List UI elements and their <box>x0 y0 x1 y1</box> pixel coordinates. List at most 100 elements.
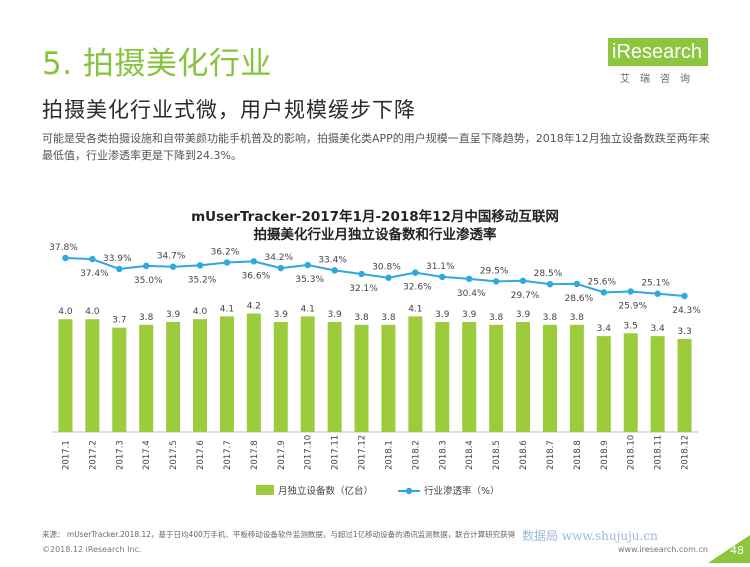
bar-label-2017.2: 4.0 <box>85 307 100 317</box>
line-point-2017.1 <box>62 254 69 262</box>
bar-2018.1 <box>381 324 396 432</box>
bar-label-2018.6: 3.9 <box>516 310 531 320</box>
page-subtitle: 拍摄美化行业式微，用户规模缓步下降 <box>42 98 416 122</box>
x-tick-2017.5: 2017.5 <box>169 440 179 470</box>
bar-label-2017.8: 4.2 <box>247 302 261 312</box>
bar-2018.9 <box>596 336 611 432</box>
line-label-2017.1: 37.8% <box>49 243 78 253</box>
x-tick-2018.12: 2018.12 <box>681 435 691 470</box>
line-point-2017.4 <box>143 262 150 270</box>
line-point-2017.2 <box>89 255 96 263</box>
bar-2018.7 <box>542 324 557 432</box>
x-tick-2017.10: 2017.10 <box>304 435 314 470</box>
line-point-2017.12 <box>358 270 365 278</box>
bar-2018.11 <box>650 336 665 432</box>
iresearch-logo: iResearch 艾瑞咨询 <box>608 38 720 88</box>
x-tick-2018.8: 2018.8 <box>573 440 583 470</box>
line-label-2018.6: 29.7% <box>511 291 540 301</box>
logo-mark: iResearch <box>608 38 708 66</box>
bar-2017.7 <box>219 316 234 432</box>
bar-label-2017.4: 3.8 <box>139 313 154 323</box>
legend-line-label: 行业渗透率（%） <box>424 485 500 497</box>
line-point-2018.1 <box>385 274 392 281</box>
x-tick-2017.4: 2017.4 <box>142 440 152 470</box>
bar-2018.5 <box>489 324 504 432</box>
line-point-2017.5 <box>169 263 177 270</box>
line-label-2017.3: 33.9% <box>103 254 132 264</box>
bar-2017.1 <box>58 319 73 432</box>
bar-label-2018.1: 3.8 <box>381 313 396 323</box>
line-point-2018.12 <box>681 292 688 300</box>
x-tick-2018.11: 2018.11 <box>654 435 664 470</box>
bar-label-2018.9: 3.4 <box>597 324 612 334</box>
line-point-2017.6 <box>196 262 204 269</box>
x-tick-2018.1: 2018.1 <box>384 440 394 470</box>
bar-2018.12 <box>677 338 692 432</box>
bar-2017.2 <box>85 319 100 432</box>
bar-2017.12 <box>354 324 369 432</box>
bar-2018.6 <box>516 322 531 432</box>
line-point-2018.3 <box>439 273 446 281</box>
bar-2018.4 <box>462 322 477 432</box>
bar-label-2018.8: 3.8 <box>570 313 585 323</box>
x-tick-2017.12: 2017.12 <box>358 435 368 470</box>
page-number: 48 <box>708 535 750 563</box>
combo-chart: 4.0 2017.1 4.0 2017.2 3.7 2017.3 3.8 2017.4 3.9 2… <box>49 243 701 497</box>
x-tick-2017.11: 2017.11 <box>331 435 341 470</box>
line-label-2018.1: 30.8% <box>372 263 401 273</box>
legend-bar-swatch <box>256 485 274 495</box>
line-point-2017.11 <box>331 267 338 274</box>
line-label-2017.6: 35.2% <box>188 275 217 285</box>
x-tick-2018.9: 2018.9 <box>600 440 610 470</box>
line-point-2017.8 <box>250 258 258 265</box>
line-label-2018.7: 28.5% <box>534 269 563 279</box>
line-point-2018.7 <box>546 280 554 288</box>
x-tick-2018.10: 2018.10 <box>627 435 637 470</box>
x-tick-2018.7: 2018.7 <box>546 440 556 470</box>
bar-label-2018.11: 3.4 <box>650 324 665 334</box>
line-label-2017.9: 34.2% <box>264 253 293 263</box>
bar-label-2017.5: 3.9 <box>166 310 181 320</box>
x-tick-2018.3: 2018.3 <box>438 440 448 470</box>
x-tick-2017.1: 2017.1 <box>61 440 71 470</box>
line-label-2017.12: 32.1% <box>349 284 378 294</box>
bar-label-2018.4: 3.9 <box>462 310 477 320</box>
line-point-2017.9 <box>277 264 284 272</box>
bar-2017.11 <box>327 322 342 432</box>
line-label-2018.12: 24.3% <box>672 306 701 316</box>
bar-label-2018.2: 4.1 <box>408 304 422 314</box>
line-point-2017.10 <box>304 261 311 269</box>
bar-2017.5 <box>166 322 181 432</box>
bar-2017.8 <box>246 313 261 432</box>
bar-label-2017.1: 4.0 <box>58 307 73 317</box>
line-point-2018.4 <box>466 275 473 283</box>
line-label-2017.8: 36.6% <box>242 271 271 281</box>
website-link[interactable]: www.iresearch.com.cn <box>618 545 708 554</box>
line-label-2017.5: 34.7% <box>157 252 186 262</box>
line-label-2017.7: 36.2% <box>211 248 240 258</box>
bar-2018.10 <box>623 333 638 432</box>
bar-2017.4 <box>139 324 154 432</box>
bar-2017.6 <box>193 319 208 432</box>
bar-label-2017.3: 3.7 <box>112 316 126 326</box>
chart-title-line2: 拍摄美化行业月独立设备数和行业渗透率 <box>253 227 497 243</box>
x-tick-2018.6: 2018.6 <box>519 440 529 470</box>
x-tick-2017.2: 2017.2 <box>88 440 98 470</box>
bar-label-2017.11: 3.9 <box>327 310 342 320</box>
line-point-2018.8 <box>573 280 581 288</box>
section-title: 5. 拍摄美化行业 <box>42 46 272 82</box>
line-point-2018.6 <box>519 277 527 284</box>
line-label-2017.2: 37.4% <box>80 269 109 279</box>
legend-line-marker <box>405 487 413 495</box>
bar-label-2018.12: 3.3 <box>677 327 691 337</box>
x-tick-2017.8: 2017.8 <box>250 440 260 470</box>
penetration-line <box>65 257 685 297</box>
line-label-2018.10: 25.9% <box>618 301 647 311</box>
line-label-2018.8: 28.6% <box>565 294 594 304</box>
line-label-2018.4: 30.4% <box>457 289 486 299</box>
logo-subtitle: 艾瑞咨询 <box>620 74 700 85</box>
line-point-2018.10 <box>627 288 634 295</box>
line-point-2017.7 <box>223 259 231 266</box>
bar-label-2017.12: 3.8 <box>354 313 369 323</box>
line-label-2017.10: 35.3% <box>295 275 324 285</box>
